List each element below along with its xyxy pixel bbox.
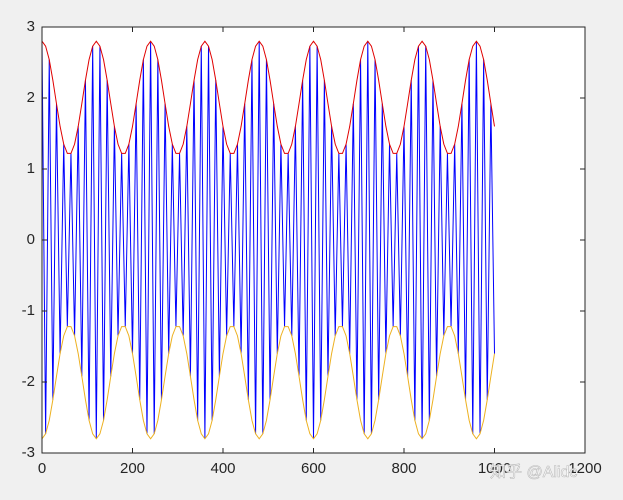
- watermark: 知乎 @Alidc: [490, 463, 577, 481]
- y-tick-label: 2: [27, 89, 35, 106]
- lines: [41, 40, 495, 440]
- x-tick-label: 800: [391, 460, 416, 477]
- x-tick-label: 200: [120, 460, 145, 477]
- x-tick-label: 1200: [568, 460, 601, 477]
- y-tick-label: -3: [22, 444, 35, 461]
- y-tick-label: 0: [27, 231, 35, 248]
- y-tick-label: -2: [22, 373, 35, 390]
- y-tick-label: -1: [22, 302, 35, 319]
- x-tick-label: 400: [210, 460, 235, 477]
- x-tick-label: 0: [38, 460, 46, 477]
- series-line: [41, 326, 495, 440]
- y-tick-label: 3: [27, 18, 35, 35]
- x-tick-label: 1000: [478, 460, 511, 477]
- y-tick-label: 1: [27, 160, 35, 177]
- x-tick-label: 600: [301, 460, 326, 477]
- plot-area: [42, 27, 585, 453]
- series-line: [41, 41, 495, 439]
- series-line: [41, 40, 495, 154]
